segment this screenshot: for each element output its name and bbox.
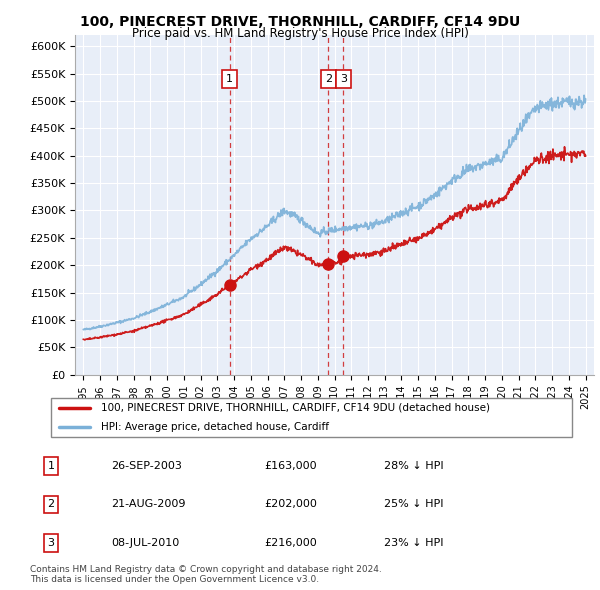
Text: 1: 1 <box>226 74 233 84</box>
FancyBboxPatch shape <box>50 398 572 437</box>
Text: 3: 3 <box>47 538 55 548</box>
Text: 23% ↓ HPI: 23% ↓ HPI <box>384 538 443 548</box>
Text: Contains HM Land Registry data © Crown copyright and database right 2024.
This d: Contains HM Land Registry data © Crown c… <box>30 565 382 584</box>
Text: 1: 1 <box>47 461 55 471</box>
Text: 08-JUL-2010: 08-JUL-2010 <box>111 538 179 548</box>
Text: 2: 2 <box>325 74 332 84</box>
Text: £202,000: £202,000 <box>264 500 317 509</box>
Text: £163,000: £163,000 <box>264 461 317 471</box>
Text: 21-AUG-2009: 21-AUG-2009 <box>111 500 185 509</box>
Text: Price paid vs. HM Land Registry's House Price Index (HPI): Price paid vs. HM Land Registry's House … <box>131 27 469 40</box>
Text: 25% ↓ HPI: 25% ↓ HPI <box>384 500 443 509</box>
Text: HPI: Average price, detached house, Cardiff: HPI: Average price, detached house, Card… <box>101 422 329 432</box>
Text: 26-SEP-2003: 26-SEP-2003 <box>111 461 182 471</box>
Text: 100, PINECREST DRIVE, THORNHILL, CARDIFF, CF14 9DU: 100, PINECREST DRIVE, THORNHILL, CARDIFF… <box>80 15 520 29</box>
Text: 28% ↓ HPI: 28% ↓ HPI <box>384 461 443 471</box>
Text: 100, PINECREST DRIVE, THORNHILL, CARDIFF, CF14 9DU (detached house): 100, PINECREST DRIVE, THORNHILL, CARDIFF… <box>101 403 490 412</box>
Text: 3: 3 <box>340 74 347 84</box>
Text: £216,000: £216,000 <box>264 538 317 548</box>
Text: 2: 2 <box>47 500 55 509</box>
